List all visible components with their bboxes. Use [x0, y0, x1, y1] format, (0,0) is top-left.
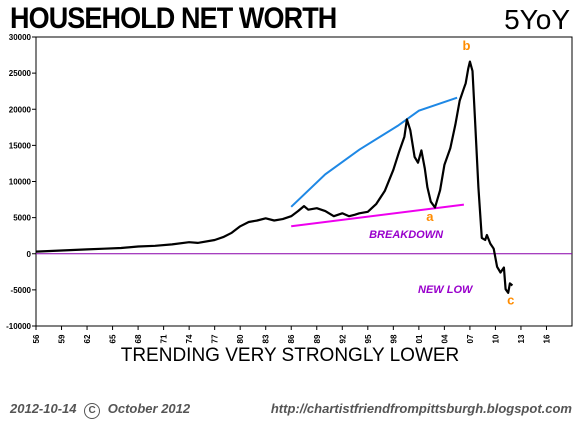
x-tick-label: 89 [313, 334, 322, 343]
y-tick-label: -5000 [11, 286, 32, 295]
wave-label: b [463, 38, 471, 53]
x-tick-label: 74 [185, 334, 194, 343]
x-tick-label: 16 [542, 334, 551, 343]
x-tick-label: 80 [236, 334, 245, 343]
x-tick-label: 71 [160, 334, 169, 343]
period-badge: 5YoY [504, 4, 570, 35]
upper-trendline [290, 96, 458, 208]
x-tick-label: 77 [211, 334, 220, 343]
x-tick-label: 13 [517, 334, 526, 343]
x-tick-label: 59 [58, 334, 67, 343]
y-tick-label: 5000 [13, 214, 31, 223]
y-tick-label: 10000 [9, 178, 32, 187]
footer-credit: 2012-10-14 C October 2012 [10, 401, 190, 419]
x-tick-label: 62 [83, 334, 92, 343]
y-tick-label: -10000 [6, 322, 31, 331]
y-tick-label: 25000 [9, 69, 32, 78]
chart-subtitle: TRENDING VERY STRONGLY LOWER [120, 345, 460, 366]
x-tick-label: 07 [466, 334, 475, 343]
note-label: BREAKDOWN [369, 229, 444, 241]
x-tick-label: 04 [440, 334, 449, 343]
x-tick-label: 98 [389, 334, 398, 343]
note-label: NEW LOW [418, 284, 474, 296]
y-tick-label: 20000 [9, 105, 32, 114]
plot-area [35, 36, 573, 327]
x-tick-label: 95 [364, 334, 373, 343]
y-tick-label: 30000 [9, 33, 32, 42]
x-tick-label: 56 [32, 334, 41, 343]
x-tick-label: 68 [134, 334, 143, 343]
x-tick-label: 01 [415, 334, 424, 343]
y-tick-label: 0 [27, 250, 32, 259]
wave-label: a [426, 209, 434, 224]
chart-title: HOUSEHOLD NET WORTH [10, 2, 337, 35]
x-tick-label: 83 [262, 334, 271, 343]
footer-period: October 2012 [107, 401, 191, 416]
footer-date: 2012-10-14 [10, 401, 77, 416]
net-worth-series-line [35, 60, 514, 294]
copyright-icon: C [84, 403, 101, 419]
footer-url[interactable]: http://chartistfriendfrompittsburgh.blog… [270, 401, 572, 416]
x-tick-label: 86 [287, 334, 296, 343]
x-tick-label: 92 [338, 334, 347, 343]
wave-label: c [507, 292, 514, 307]
x-tick-label: 10 [491, 334, 500, 343]
y-tick-label: 15000 [9, 141, 32, 150]
x-tick-label: 65 [109, 334, 118, 343]
